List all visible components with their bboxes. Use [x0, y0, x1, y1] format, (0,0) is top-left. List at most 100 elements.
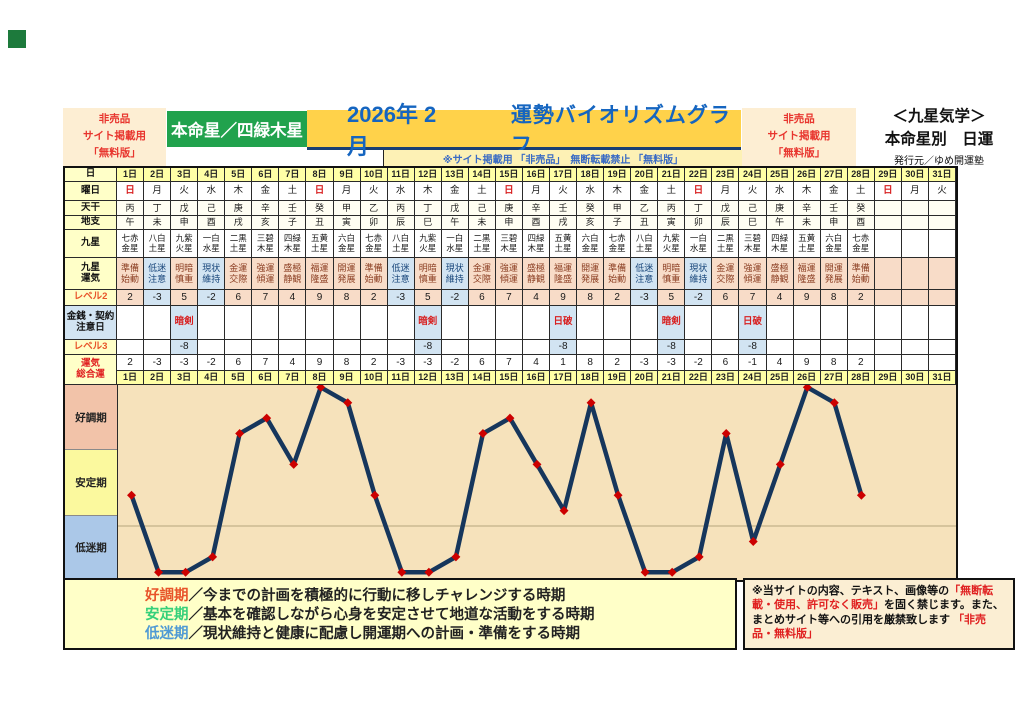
date-cell: 24日	[739, 168, 767, 182]
date-cell: 16日	[522, 168, 551, 182]
table-row: 天干丙丁戊己庚辛壬癸甲乙丙丁戊己庚辛壬癸甲乙丙丁戊己庚辛壬癸	[65, 201, 956, 216]
weekday-cell: 金	[631, 182, 659, 201]
date-cell: 26日	[793, 168, 821, 182]
weekday-cell: 木	[225, 182, 253, 201]
total-cell: 4	[766, 355, 794, 371]
weekday-cell: 土	[279, 182, 307, 201]
branch-cell	[928, 216, 956, 230]
branch-cell: 亥	[252, 216, 280, 230]
date-cell: 9日	[333, 168, 361, 182]
date2-cell: 23日	[712, 371, 740, 385]
star-cell: 三碧 木星	[495, 230, 523, 258]
row-label-total: 運気 総合運	[65, 355, 117, 385]
graph-section: 好調期 安定期 低迷期	[65, 385, 956, 580]
unki-cell: 低迷 注意	[631, 258, 659, 290]
level3-cell: -8	[739, 340, 767, 355]
date-cell: 2日	[144, 168, 172, 182]
level2-cell: 7	[739, 290, 767, 306]
stem-cell: 辛	[252, 201, 280, 216]
caution-cell: 暗剣	[658, 306, 686, 340]
level2-cell: 9	[550, 290, 578, 306]
caution-cell	[847, 306, 875, 340]
level3-cell	[198, 340, 226, 355]
branch-cell: 戌	[550, 216, 578, 230]
unki-cell: 開運 発展	[820, 258, 848, 290]
unki-cell: 強運 傾運	[495, 258, 523, 290]
left-notice-box: 非売品 サイト掲載用 「無料版」	[63, 108, 166, 166]
table-row: 地支午未申酉戌亥子丑寅卯辰巳午未申酉戌亥子丑寅卯辰巳午未申酉	[65, 216, 956, 230]
date-cell: 3日	[171, 168, 199, 182]
total-cell: 6	[468, 355, 496, 371]
level3-cell	[279, 340, 307, 355]
table-row: 日 1日 2日 3日 4日 5日 6日 7日 8日 9日 10日 11日 12日 13日 14日 15日 16日…	[65, 168, 956, 182]
level3-cell: -8	[550, 340, 578, 355]
date2-cell: 8日	[306, 371, 334, 385]
date2-cell: 24日	[739, 371, 767, 385]
total-cell: -2	[685, 355, 713, 371]
caution-cell	[685, 306, 713, 340]
unki-cell: 開運 発展	[333, 258, 361, 290]
legend-desc: ／基本を確認しながら心身を安定させて地道な活動をする時期	[188, 607, 595, 624]
right-notice-line: 非売品	[783, 113, 815, 125]
biorhythm-line	[129, 385, 864, 575]
date2-cell: 31日	[928, 371, 956, 385]
unki-cell: 低迷 注意	[144, 258, 172, 290]
stem-cell: 壬	[820, 201, 848, 216]
stem-cell: 癸	[306, 201, 334, 216]
stem-cell	[928, 201, 956, 216]
weekday-cell: 木	[604, 182, 632, 201]
date2-cell: 3日	[171, 371, 199, 385]
star-cell: 六白 金星	[820, 230, 848, 258]
caution-cell: 日破	[550, 306, 578, 340]
date-cell: 22日	[685, 168, 713, 182]
data-point-marker	[397, 567, 407, 577]
level2-cell: 7	[495, 290, 523, 306]
stem-cell: 戊	[441, 201, 469, 216]
data-point-marker	[316, 385, 326, 392]
stem-cell: 戊	[171, 201, 199, 216]
weekday-cell: 水	[387, 182, 415, 201]
level3-cell	[631, 340, 659, 355]
branch-cell: 丑	[631, 216, 659, 230]
right-notice-box: 非売品 サイト掲載用 「無料版」	[742, 108, 856, 166]
caution-cell	[604, 306, 632, 340]
branch-cell: 辰	[712, 216, 740, 230]
unki-cell: 福運 隆盛	[550, 258, 578, 290]
row-label-date: 日	[65, 168, 117, 182]
legend-box: 好調期／今までの計画を積極的に行動に移しチャレンジする時期 安定期／基本を確認しな…	[63, 578, 737, 650]
stem-cell: 乙	[360, 201, 388, 216]
weekday-cell: 月	[901, 182, 929, 201]
level3-cell	[360, 340, 388, 355]
level3-cell	[144, 340, 172, 355]
unki-cell: 福運 隆盛	[306, 258, 334, 290]
weekday-cell: 月	[333, 182, 361, 201]
star-cell: 一白 水星	[441, 230, 469, 258]
star-cell	[874, 230, 902, 258]
star-cell: 七赤 金星	[360, 230, 388, 258]
branch-cell: 寅	[658, 216, 686, 230]
weekday-cell: 日	[117, 182, 145, 201]
date2-cell: 14日	[468, 371, 496, 385]
level3-cell	[901, 340, 929, 355]
date-cell: 1日	[117, 168, 145, 182]
total-cell: -3	[631, 355, 659, 371]
caution-cell	[631, 306, 659, 340]
date2-cell: 10日	[360, 371, 388, 385]
level2-cell: 4	[522, 290, 551, 306]
branch-cell: 午	[766, 216, 794, 230]
star-cell: 四緑 木星	[522, 230, 551, 258]
date-cell: 31日	[928, 168, 956, 182]
star-cell: 五黄 土星	[306, 230, 334, 258]
total-cell: 9	[306, 355, 334, 371]
date2-cell: 11日	[387, 371, 415, 385]
caution-cell	[144, 306, 172, 340]
star-cell: 六白 金星	[333, 230, 361, 258]
data-point-marker	[478, 429, 488, 439]
unki-cell: 強運 傾運	[252, 258, 280, 290]
branch-cell: 卯	[685, 216, 713, 230]
star-cell: 三碧 木星	[739, 230, 767, 258]
unki-cell: 明暗 慎重	[414, 258, 442, 290]
weekday-cell: 金	[820, 182, 848, 201]
caution-cell	[306, 306, 334, 340]
date2-cell: 25日	[766, 371, 794, 385]
